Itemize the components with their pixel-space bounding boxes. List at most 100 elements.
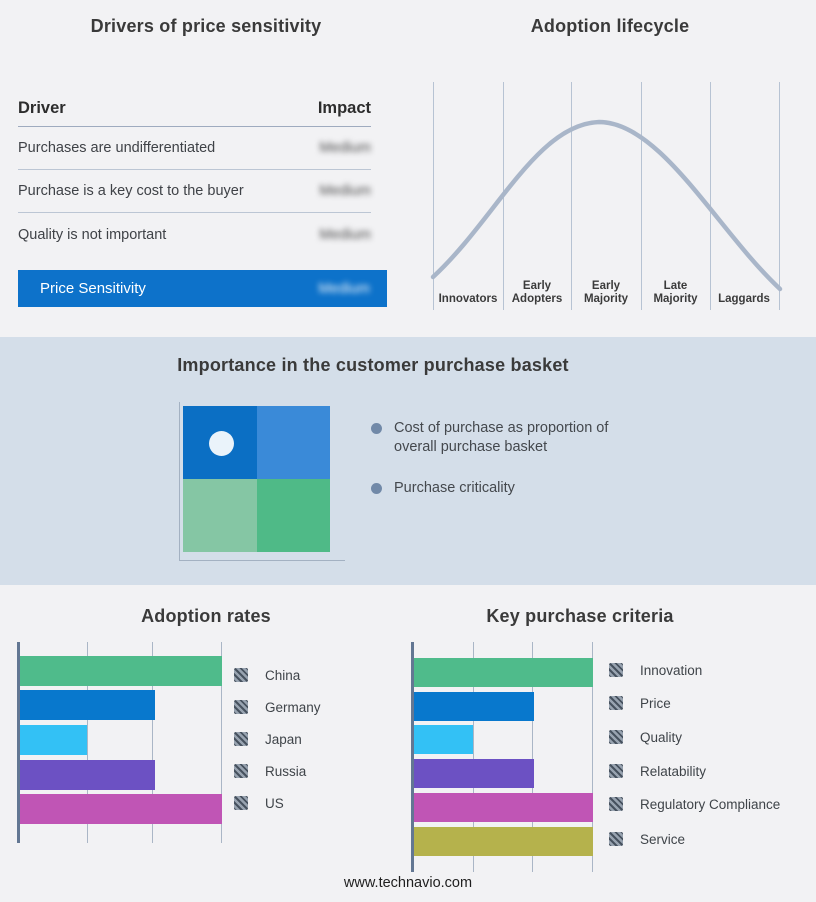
quadrant-axes [179, 402, 345, 561]
gridline [152, 642, 153, 843]
bell-curve [430, 119, 783, 292]
hatched-swatch-icon [234, 700, 248, 714]
price-sensitivity-highlight-row: Price Sensitivity Medium [18, 270, 387, 307]
legend-item-us: US [234, 795, 284, 811]
adoption-lifecycle-chart: Innovators Early Adopters Early Majority… [425, 80, 787, 310]
key-purchase-criteria-title: Key purchase criteria [486, 606, 674, 626]
gridline [592, 642, 593, 872]
gridline [710, 82, 711, 310]
impact-cell-blurred: Medium [319, 140, 371, 156]
legend-label: Regulatory Compliance [640, 796, 781, 812]
bar-quality [414, 725, 474, 754]
gridline [221, 642, 222, 843]
bar-us [20, 794, 222, 824]
legend-label: US [265, 795, 284, 811]
legend-item-price: Price [609, 695, 671, 711]
adoption-rates-title: Adoption rates [141, 606, 271, 626]
bar-innovation [414, 658, 593, 687]
legend-label: Innovation [640, 662, 703, 678]
bar-russia [20, 760, 156, 790]
stage-label: Early Majority [583, 280, 629, 305]
middle-band-background [0, 337, 816, 585]
gridline [87, 642, 88, 843]
hatched-swatch-icon [609, 764, 623, 778]
gridline [641, 82, 642, 310]
impact-column-header: Impact [317, 98, 371, 117]
table-row: Quality is not important Medium [18, 213, 371, 256]
bullet-text: Purchase criticality [394, 480, 515, 496]
purchase-basket-quadrant [183, 406, 330, 552]
drivers-table: Driver Impact Purchases are undifferenti… [18, 90, 371, 256]
legend-item-innovation: Innovation [609, 662, 702, 678]
gridline [473, 642, 474, 872]
bar-china [20, 656, 222, 686]
impact-cell-blurred: Medium [319, 226, 371, 243]
gridline [433, 82, 434, 310]
legend-item-japan: Japan [234, 731, 302, 747]
key-purchase-criteria-plot [411, 642, 593, 872]
gridline [532, 642, 533, 872]
gridline [779, 82, 780, 310]
price-sensitivity-impact-blurred: Medium [318, 280, 370, 297]
legend-label: Quality [640, 729, 683, 745]
quadrant-bottom-right [256, 479, 330, 552]
table-row: Purchases are undifferentiated Medium [18, 127, 371, 170]
legend-label: China [265, 667, 301, 683]
hatched-swatch-icon [609, 832, 623, 846]
hatched-swatch-icon [609, 696, 623, 710]
bar-service [414, 827, 593, 856]
driver-column-header: Driver [18, 98, 66, 117]
legend-item-russia: Russia [234, 763, 306, 779]
hatched-swatch-icon [234, 764, 248, 778]
legend-item-quality: Quality [609, 729, 682, 745]
technavio-url: www.technavio.com [343, 875, 473, 891]
bar-price [414, 692, 534, 721]
position-marker-dot [209, 431, 234, 456]
hatched-swatch-icon [234, 796, 248, 810]
hatched-swatch-icon [609, 797, 623, 811]
basket-bullet-1: Cost of purchase as proportion of overal… [371, 419, 642, 457]
legend-label: Service [640, 831, 686, 847]
legend-label: Russia [265, 763, 307, 779]
driver-cell: Purchases are undifferentiated [18, 140, 216, 156]
lifecycle-panel-title: Adoption lifecycle [530, 16, 690, 36]
impact-cell-blurred: Medium [319, 183, 371, 199]
hatched-swatch-icon [234, 732, 248, 746]
bar-relatability [414, 759, 534, 788]
bar-japan [20, 725, 87, 755]
hatched-swatch-icon [609, 663, 623, 677]
stage-label: Innovators [438, 293, 498, 305]
legend-label: Japan [265, 731, 302, 747]
legend-label: Germany [265, 699, 321, 715]
gridline [571, 82, 572, 310]
lifecycle-stage-labels: Innovators Early Adopters Early Majority… [433, 258, 779, 306]
legend-label: Relatability [640, 763, 707, 779]
driver-cell: Quality is not important [18, 226, 167, 243]
hatched-swatch-icon [609, 730, 623, 744]
legend-item-relatability: Relatability [609, 763, 706, 779]
stage-label: Laggards [718, 293, 770, 305]
quadrant-top-right [256, 406, 330, 479]
hatched-swatch-icon [234, 668, 248, 682]
basket-bullet-2: Purchase criticality [371, 479, 642, 498]
driver-cell: Purchase is a key cost to the buyer [18, 183, 244, 199]
bullet-icon [371, 483, 382, 494]
table-row: Purchase is a key cost to the buyer Medi… [18, 170, 371, 213]
stage-label: Late Majority [653, 280, 698, 305]
legend-item-service: Service [609, 831, 685, 847]
quadrant-bottom-left [183, 479, 257, 552]
price-sensitivity-label: Price Sensitivity [40, 280, 146, 297]
legend-item-regulatory-compliance: Regulatory Compliance [609, 796, 780, 812]
stage-label: Early Adopters [511, 280, 563, 305]
legend-label: Price [640, 695, 671, 711]
bullet-icon [371, 423, 382, 434]
drivers-panel-title: Drivers of price sensitivity [90, 16, 322, 36]
legend-item-germany: Germany [234, 699, 321, 715]
bar-regulatory-compliance [414, 793, 593, 822]
bar-germany [20, 690, 156, 720]
basket-panel-title: Importance in the customer purchase bask… [177, 355, 569, 375]
bullet-text: Cost of purchase as proportion of overal… [394, 420, 609, 455]
legend-item-china: China [234, 667, 300, 683]
adoption-rates-plot [17, 642, 222, 843]
